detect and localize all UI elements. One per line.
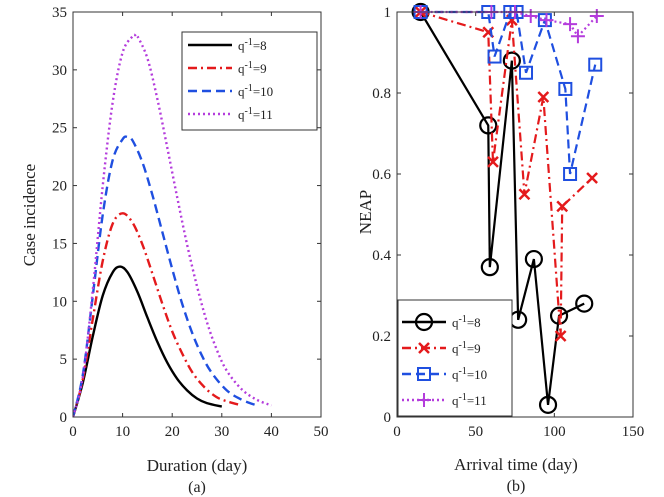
x-tick-label: 150 — [622, 424, 645, 440]
data-point-marker — [518, 188, 531, 201]
data-point-marker — [570, 29, 585, 44]
y-tick-label: 1 — [384, 5, 392, 21]
panel-b-y-axis-label: NEAP — [356, 190, 375, 234]
y-tick-label: 0.6 — [372, 167, 391, 183]
x-tick-label: 0 — [393, 424, 401, 440]
series-line — [73, 135, 257, 417]
legend-label: q-1=10 — [238, 83, 273, 99]
x-tick-label: 0 — [69, 424, 77, 440]
data-point-marker — [589, 9, 604, 24]
y-tick-label: 0 — [60, 410, 68, 426]
legend-marker-swatch — [417, 393, 431, 407]
y-tick-label: 10 — [52, 294, 67, 310]
legend-entry: q-1=9 — [402, 340, 481, 356]
x-tick-label: 40 — [264, 424, 279, 440]
data-point-marker — [556, 200, 569, 213]
series-line — [420, 10, 597, 175]
x-tick-label: 100 — [543, 424, 566, 440]
y-tick-label: 35 — [52, 5, 67, 21]
data-point-marker — [554, 330, 567, 342]
panel-a-caption: (a) — [188, 479, 206, 496]
panel-a-chart: 0 10 20 30 40 50 0 5 10 15 20 25 30 35 Duration (day)… — [20, 5, 329, 496]
y-tick-label: 0.4 — [372, 248, 391, 264]
series-q-9 — [414, 6, 598, 342]
data-point-marker — [524, 249, 543, 269]
data-point-marker — [575, 294, 594, 313]
legend-label: q-1=11 — [452, 392, 487, 408]
data-point-marker — [563, 167, 578, 181]
data-point-marker — [480, 258, 499, 277]
panel-a-axes-box — [72, 11, 322, 418]
panel-b-ticks: 0 50 100 150 0 0.2 0.4 0.6 0.8 1 — [372, 5, 644, 440]
legend-label: q-1=11 — [238, 106, 273, 122]
legend-entry: q-1=8 — [402, 312, 481, 332]
legend-label: q-1=8 — [238, 37, 267, 53]
legend-entry: q-1=8 — [188, 37, 267, 53]
legend-entry: q-1=11 — [402, 392, 487, 408]
series-line — [419, 11, 585, 405]
data-point-marker — [588, 57, 603, 72]
legend-label: q-1=10 — [452, 366, 487, 382]
panel-a-x-axis-label: Duration (day) — [147, 456, 248, 475]
legend-label: q-1=9 — [238, 60, 267, 76]
data-point-marker — [537, 91, 550, 103]
panel-b-axes-box — [396, 11, 634, 418]
legend-label: q-1=9 — [452, 340, 481, 356]
series-q-8 — [73, 265, 223, 417]
data-point-marker — [558, 81, 573, 96]
x-tick-label: 20 — [165, 424, 180, 440]
y-tick-label: 0.2 — [372, 329, 391, 345]
data-point-marker — [563, 17, 578, 32]
data-point-marker — [502, 51, 521, 70]
legend-marker-swatch — [418, 342, 430, 354]
panel-b-legend: q-1=8 q-1=9 q-1=10 q-1=11 — [397, 299, 513, 417]
series-q-11 — [73, 33, 272, 417]
series-q-8 — [411, 2, 594, 414]
panel-a-legend: q-1=8 q-1=9 q-1=10 q-1=11 — [181, 31, 318, 131]
data-point-marker — [479, 116, 498, 135]
data-point-marker — [538, 395, 558, 414]
panel-b-x-axis-label: Arrival time (day) — [454, 455, 578, 474]
legend-entry: q-1=10 — [402, 366, 487, 382]
data-point-marker — [539, 13, 554, 28]
panel-a-ticks: 0 10 20 30 40 50 0 5 10 15 20 25 30 35 — [52, 5, 329, 440]
y-tick-label: 15 — [52, 236, 67, 252]
panel-a-y-axis-label: Case incidence — [20, 164, 39, 266]
data-point-marker — [519, 65, 534, 80]
y-tick-label: 25 — [52, 121, 67, 137]
data-point-marker — [487, 49, 502, 64]
x-tick-label: 50 — [314, 424, 329, 440]
panel-b-caption: (b) — [507, 478, 526, 495]
panel-b-chart: 0 50 100 150 0 0.2 0.4 0.6 0.8 1 Arrival time (da… — [356, 2, 644, 495]
series-line — [73, 265, 223, 417]
legend-label: q-1=8 — [452, 314, 481, 330]
legend-marker-swatch — [414, 312, 434, 332]
panel-a-series — [73, 33, 272, 417]
legend-entry: q-1=10 — [188, 83, 273, 99]
data-point-marker — [523, 9, 538, 24]
series-q-10 — [73, 135, 257, 417]
x-tick-label: 30 — [214, 424, 229, 440]
y-tick-label: 30 — [52, 63, 67, 79]
y-tick-label: 0 — [384, 410, 392, 426]
data-point-marker — [586, 172, 598, 184]
y-tick-label: 20 — [52, 179, 67, 195]
legend-entry: q-1=9 — [188, 60, 267, 76]
legend-marker-swatch — [417, 367, 431, 381]
legend-entry: q-1=11 — [188, 106, 273, 122]
series-line — [73, 33, 272, 417]
y-tick-label: 0.8 — [372, 86, 391, 102]
x-tick-label: 10 — [115, 424, 130, 440]
data-point-marker — [487, 155, 499, 168]
x-tick-label: 50 — [468, 424, 483, 440]
y-tick-label: 5 — [60, 352, 68, 368]
